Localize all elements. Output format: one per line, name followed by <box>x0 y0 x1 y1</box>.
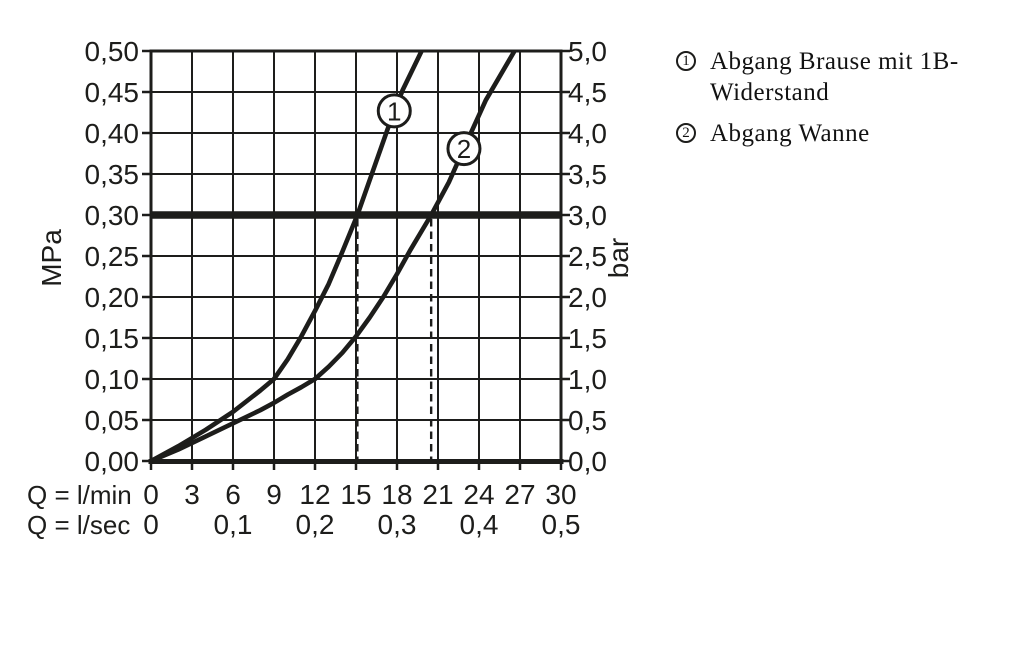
y-left-tick-label: 0,30 <box>85 200 140 231</box>
legend: 1 Abgang Brause mit 1B- Widerstand 2 Abg… <box>676 46 1006 149</box>
x-lsec-tick-label: 0,5 <box>542 509 581 540</box>
legend-item-1: 1 Abgang Brause mit 1B- Widerstand <box>676 46 1006 108</box>
x-lmin-tick-label: 9 <box>266 479 282 510</box>
curve-marker-number-1: 1 <box>387 96 401 126</box>
y-left-tick-label: 0,50 <box>85 36 140 67</box>
curve-marker-circle-2 <box>446 131 482 167</box>
legend-circled-number-1: 1 <box>676 51 696 71</box>
x-lsec-tick-label: 0,3 <box>378 509 417 540</box>
x-axis-lmin-label: Q = l/min <box>27 480 132 510</box>
x-lmin-tick-label: 0 <box>143 479 159 510</box>
y-right-tick-label: 1,0 <box>568 364 607 395</box>
x-lmin-tick-label: 21 <box>422 479 453 510</box>
x-lmin-tick-label: 24 <box>463 479 494 510</box>
y-left-tick-label: 0,00 <box>85 446 140 477</box>
y-right-tick-label: 4,5 <box>568 77 607 108</box>
y-left-tick-label: 0,35 <box>85 159 140 190</box>
x-lmin-tick-label: 18 <box>381 479 412 510</box>
legend-item-1-line-1: Abgang Brause mit 1B- <box>710 48 959 75</box>
y-right-tick-label: 2,0 <box>568 282 607 313</box>
y-right-unit-label: bar <box>603 238 634 278</box>
x-lmin-tick-label: 30 <box>545 479 576 510</box>
y-right-tick-label: 2,5 <box>568 241 607 272</box>
y-left-tick-label: 0,25 <box>85 241 140 272</box>
y-left-tick-label: 0,45 <box>85 77 140 108</box>
x-axis-lsec-label: Q = l/sec <box>27 510 130 540</box>
legend-item-1-line-2: Widerstand <box>710 79 830 106</box>
legend-item-2-label: Abgang Wanne <box>710 118 870 149</box>
legend-circled-number-2: 2 <box>676 123 696 143</box>
y-left-tick-label: 0,15 <box>85 323 140 354</box>
curve-marker-circle-1 <box>376 93 412 129</box>
x-lsec-tick-label: 0 <box>143 509 159 540</box>
y-right-tick-label: 0,0 <box>568 446 607 477</box>
y-left-tick-label: 0,20 <box>85 282 140 313</box>
y-right-tick-label: 0,5 <box>568 405 607 436</box>
x-lmin-tick-label: 6 <box>225 479 241 510</box>
y-right-tick-label: 4,0 <box>568 118 607 149</box>
y-left-unit-label: MPa <box>36 229 67 287</box>
legend-item-1-label: Abgang Brause mit 1B- Widerstand <box>710 46 959 108</box>
x-lmin-tick-label: 27 <box>504 479 535 510</box>
legend-item-2: 2 Abgang Wanne <box>676 118 1006 149</box>
x-lsec-tick-label: 0,4 <box>460 509 499 540</box>
y-right-tick-label: 5,0 <box>568 36 607 67</box>
y-left-tick-label: 0,10 <box>85 364 140 395</box>
curve-2 <box>150 49 517 464</box>
y-left-tick-label: 0,05 <box>85 405 140 436</box>
x-lmin-tick-label: 3 <box>184 479 200 510</box>
x-lmin-tick-label: 15 <box>340 479 371 510</box>
x-lmin-tick-label: 12 <box>299 479 330 510</box>
legend-item-2-line-1: Abgang Wanne <box>710 120 870 147</box>
y-right-tick-label: 3,5 <box>568 159 607 190</box>
x-lsec-tick-label: 0,1 <box>214 509 253 540</box>
x-lsec-tick-label: 0,2 <box>296 509 335 540</box>
curve-1 <box>149 49 424 464</box>
y-left-tick-label: 0,40 <box>85 118 140 149</box>
curve-marker-number-2: 2 <box>457 134 471 164</box>
y-right-tick-label: 3,0 <box>568 200 607 231</box>
y-right-tick-label: 1,5 <box>568 323 607 354</box>
